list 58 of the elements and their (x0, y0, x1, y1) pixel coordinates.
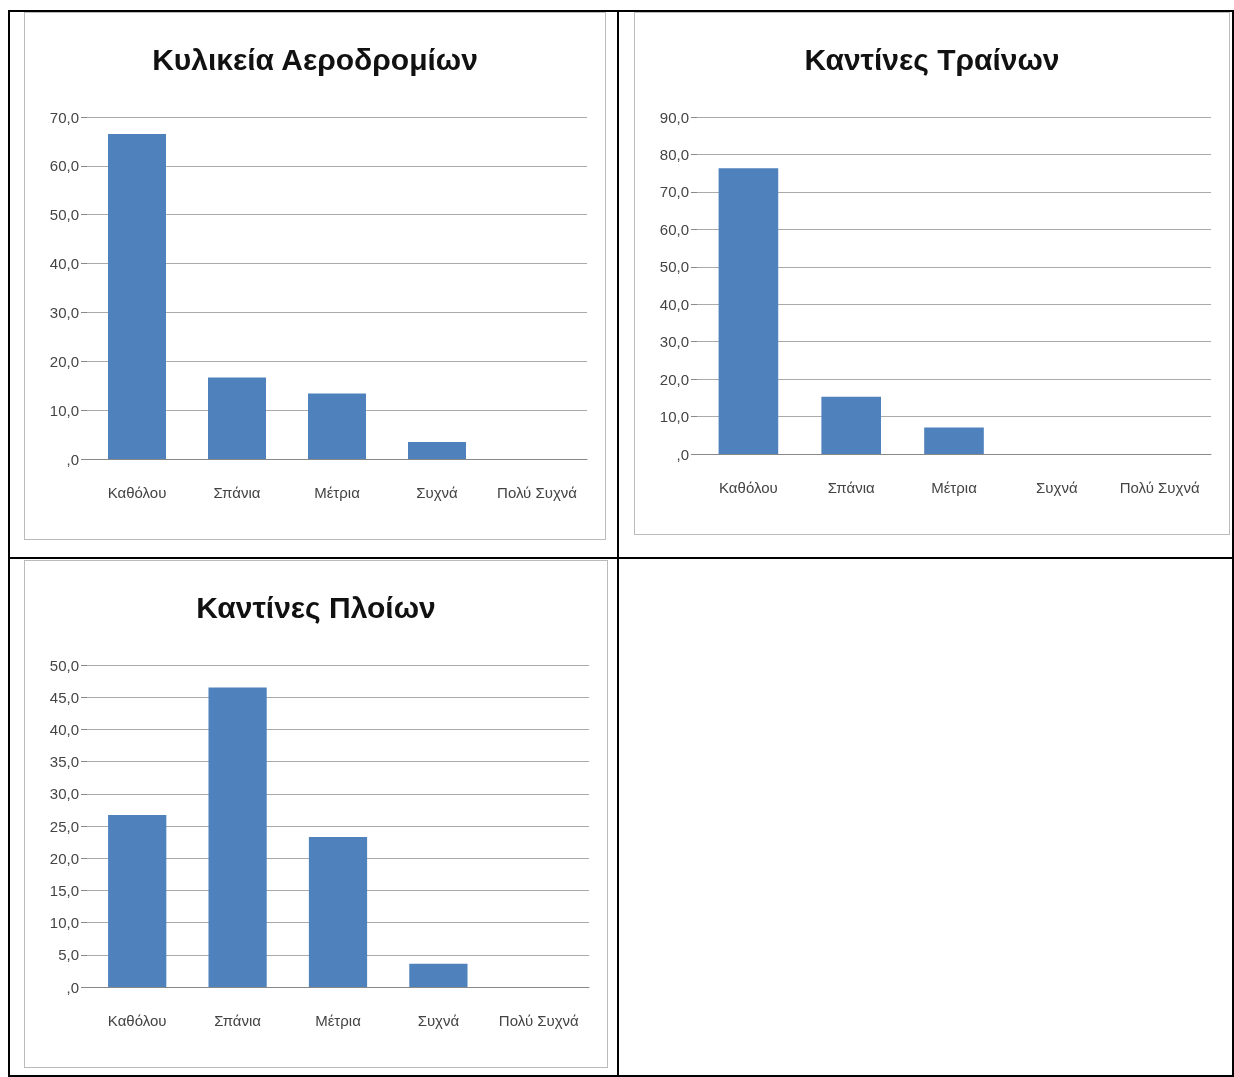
y-tick-label: 40,0 (49, 255, 79, 273)
y-tick-label: 50,0 (49, 206, 79, 224)
chart-title: Καντίνες Τραίνων (804, 42, 1060, 76)
y-tick-label: 10,0 (659, 408, 689, 426)
y-tick-label: ,0 (676, 445, 689, 463)
y-tick-label: 5,0 (58, 946, 79, 964)
y-tick-label: 90,0 (659, 108, 689, 126)
y-tick-label: 15,0 (49, 881, 79, 899)
x-tick-label: Πολύ Συχνά (1119, 479, 1200, 496)
y-tick-label: 40,0 (659, 295, 689, 313)
bar (924, 427, 984, 454)
y-tick-label: ,0 (66, 978, 79, 996)
bar (108, 815, 167, 987)
y-tick-label: 25,0 (49, 817, 79, 835)
y-tick-label: 10,0 (49, 401, 79, 419)
y-tick-label: 60,0 (49, 157, 79, 175)
x-tick-label: Καθόλου (107, 484, 167, 501)
x-tick-label: Συχνά (1036, 479, 1078, 496)
y-tick-label: 20,0 (659, 370, 689, 388)
y-tick-label: 45,0 (49, 688, 79, 706)
x-tick-label: Καθόλου (107, 1012, 167, 1029)
x-tick-label: Συχνά (416, 484, 459, 501)
y-tick-label: 50,0 (659, 258, 689, 276)
y-tick-label: 70,0 (659, 183, 689, 201)
y-tick-label: ,0 (66, 450, 79, 468)
x-tick-label: Μέτρια (314, 484, 361, 501)
bar (409, 963, 468, 987)
y-tick-label: 30,0 (659, 333, 689, 351)
bar (108, 134, 166, 459)
x-tick-label: Καθόλου (719, 479, 778, 496)
x-tick-label: Πολύ Συχνά (498, 1012, 580, 1029)
y-tick-label: 80,0 (659, 145, 689, 163)
y-tick-label: 50,0 (49, 656, 79, 674)
y-tick-label: 35,0 (49, 753, 79, 771)
chart-title: Κυλικεία Αεροδρομίων (152, 42, 478, 76)
bar (208, 687, 267, 987)
x-tick-label: Μέτρια (315, 1012, 362, 1029)
bar (308, 836, 368, 987)
x-tick-label: Πολύ Συχνά (497, 484, 578, 501)
x-tick-label: Σπάνια (214, 1012, 262, 1029)
y-tick-label: 20,0 (49, 352, 79, 370)
x-tick-label: Μέτρια (931, 479, 978, 496)
y-tick-label: 70,0 (49, 108, 79, 126)
bar (821, 396, 882, 454)
bar (408, 441, 466, 459)
bar (208, 377, 266, 459)
y-tick-label: 60,0 (659, 220, 689, 238)
bar (718, 168, 779, 454)
y-tick-label: 30,0 (49, 303, 79, 321)
x-tick-label: Σπάνια (827, 479, 875, 496)
y-tick-label: 20,0 (49, 849, 79, 867)
bar (308, 393, 366, 459)
y-tick-label: 10,0 (49, 914, 79, 932)
y-tick-label: 30,0 (49, 785, 79, 803)
x-tick-label: Σπάνια (213, 484, 261, 501)
y-tick-label: 40,0 (49, 720, 79, 738)
x-tick-label: Συχνά (417, 1012, 460, 1029)
chart-title: Καντίνες Πλοίων (196, 590, 436, 624)
